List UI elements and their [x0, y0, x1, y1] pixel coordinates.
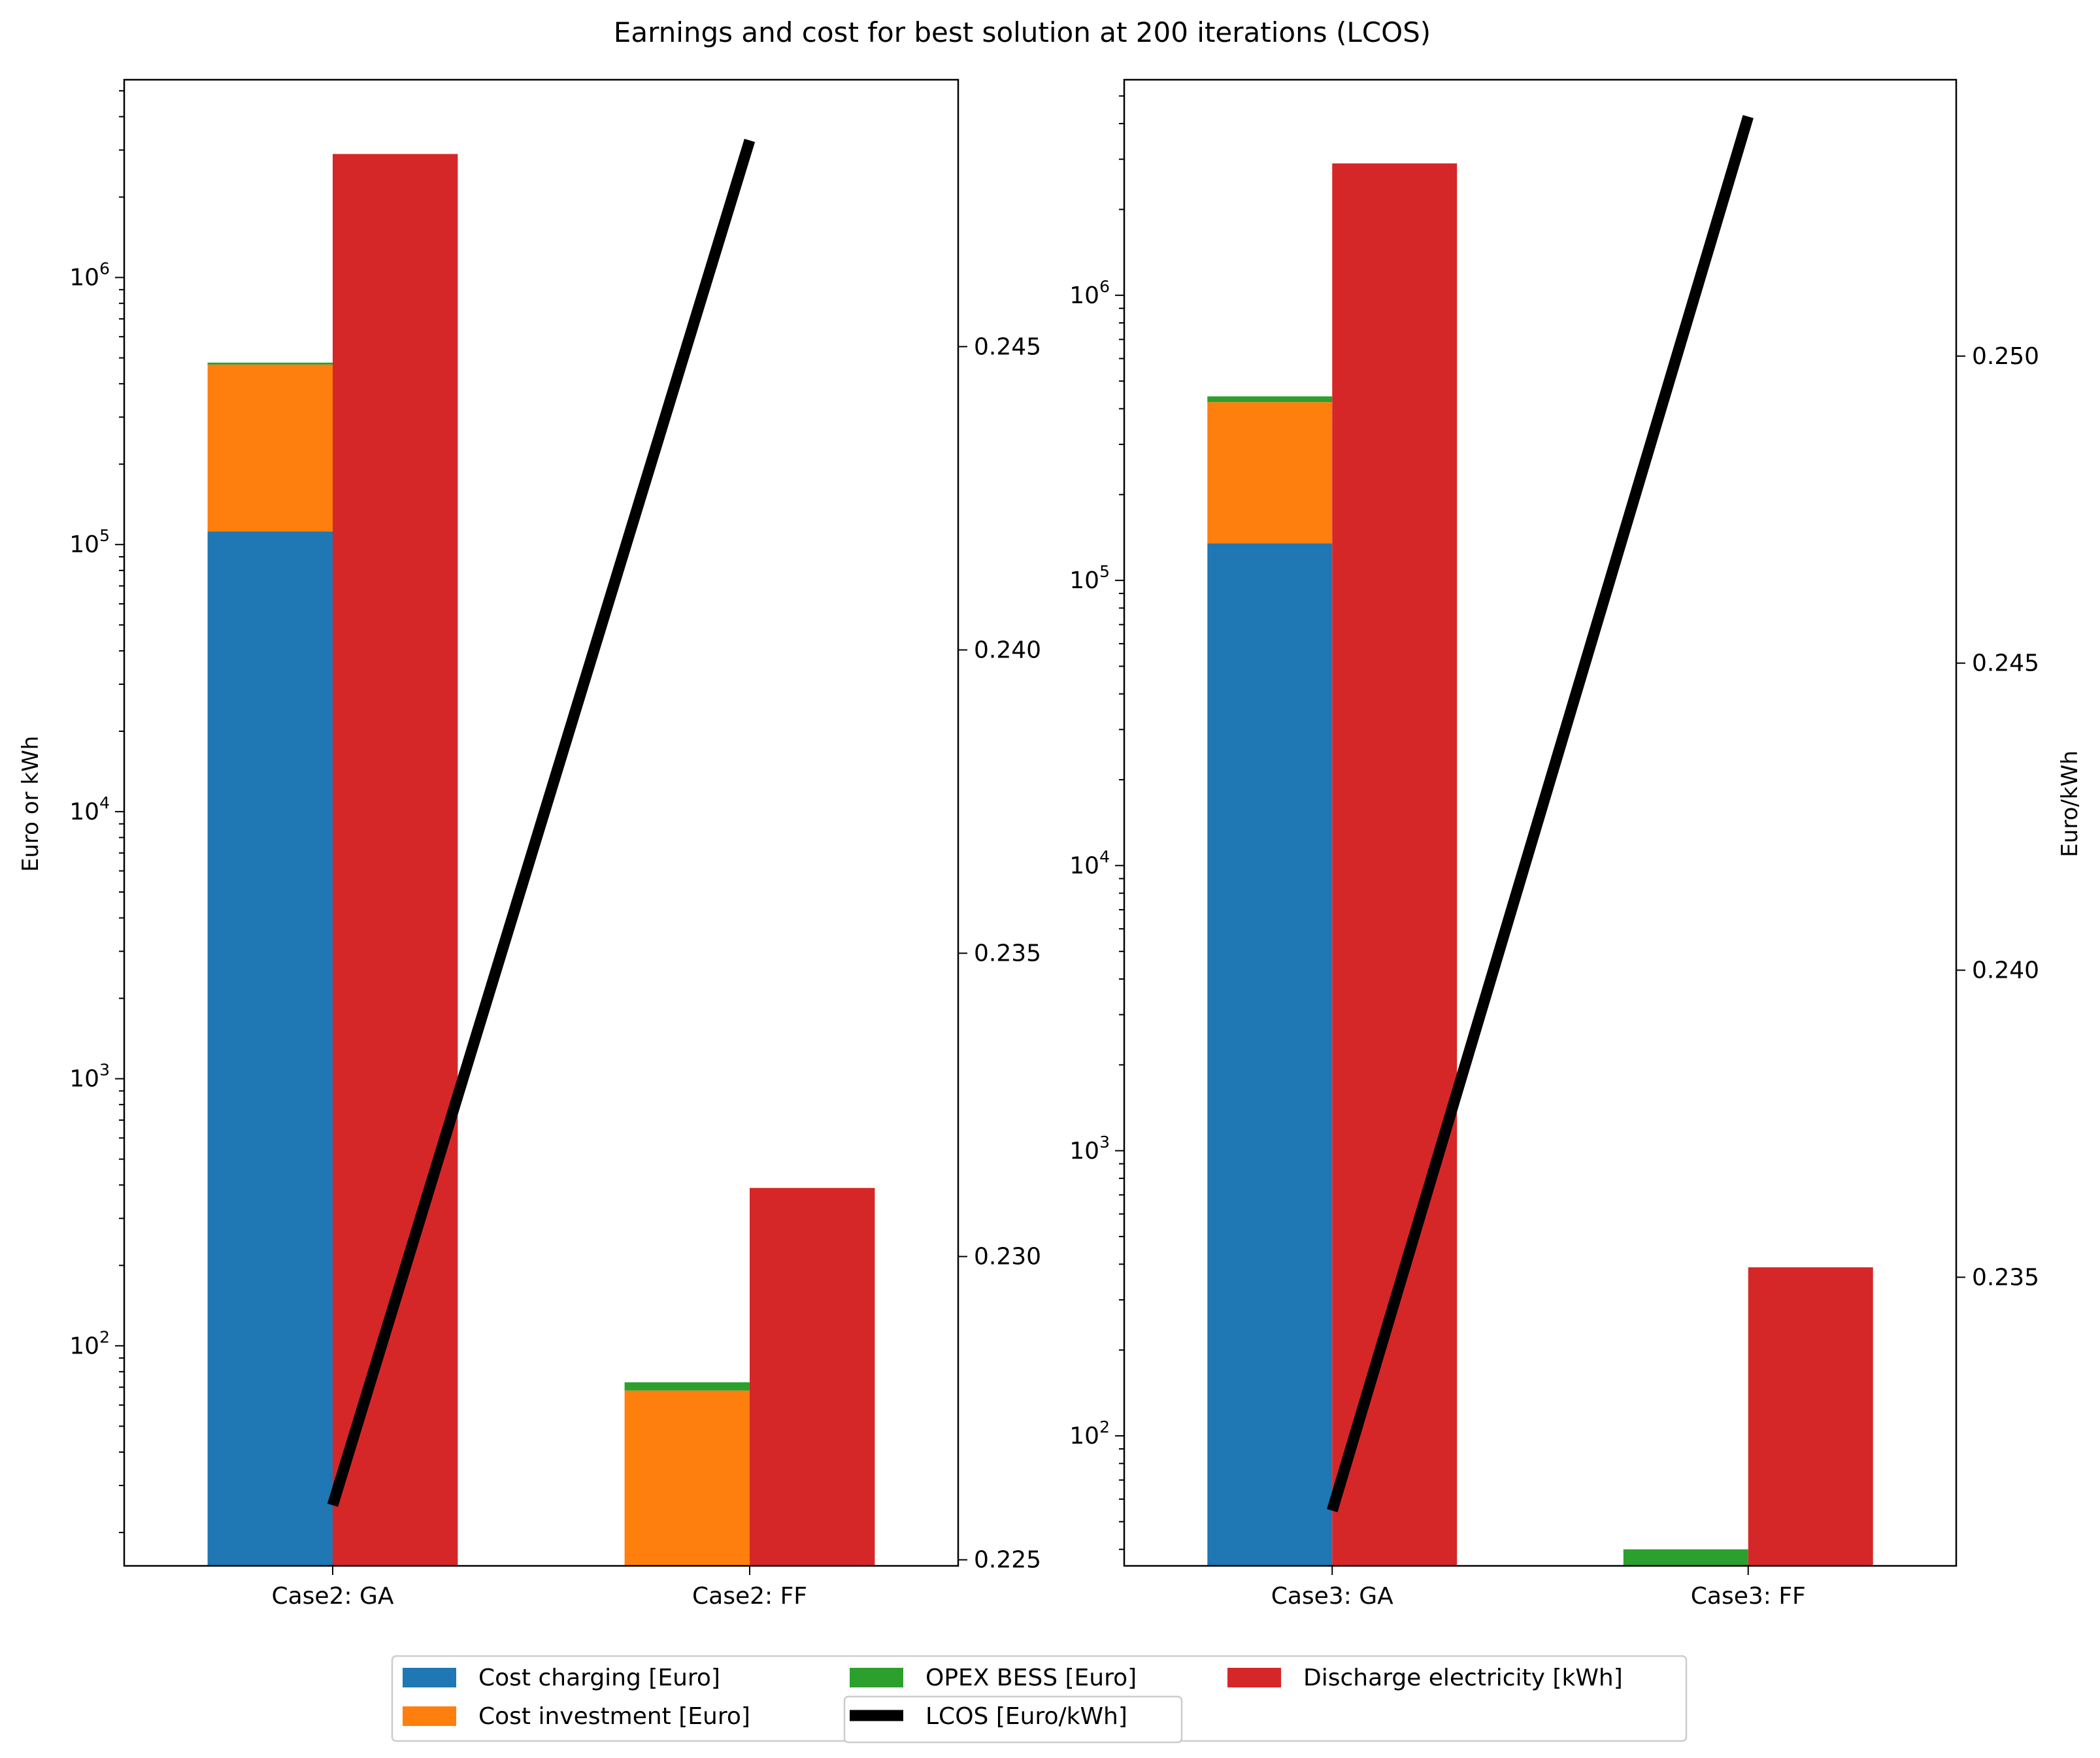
tick-label-exponent: 4	[1099, 847, 1110, 866]
left-y-axis-label: Euro or kWh	[18, 736, 44, 872]
tick-label-exponent: 4	[99, 793, 110, 812]
right-y-axis-label: Euro/kWh	[2057, 750, 2083, 857]
left-tick-label: 106	[69, 259, 110, 291]
legend-swatch-cost-charging-euro	[403, 1668, 456, 1687]
left-tick-label: 104	[69, 793, 110, 825]
right-tick-label: 0.235	[1972, 1264, 2039, 1291]
left-tick-label: 105	[69, 526, 110, 558]
chart-title: Earnings and cost for best solution at 2…	[614, 16, 1431, 48]
bar-discharge-electricity-kwh-case3-ff	[1748, 1267, 1873, 1566]
left-tick-label: 105	[1069, 562, 1110, 594]
left-tick-label: 104	[1069, 847, 1110, 879]
tick-label-exponent: 6	[1099, 277, 1110, 296]
tick-label-base: 10	[1069, 852, 1099, 879]
chart-panel-case3: 1021031041051060.2350.2400.2450.250Case3…	[1069, 78, 2039, 1610]
tick-label-base: 10	[1069, 282, 1099, 309]
chart-legend: Cost charging [Euro] Cost investment [Eur…	[391, 1655, 1688, 1744]
bar-cost-charging-euro-case3-ga	[1207, 543, 1333, 1566]
legend-label-cost-charging-euro: Cost charging [Euro]	[478, 1665, 720, 1691]
left-tick-label: 102	[69, 1327, 110, 1359]
tick-label-exponent: 5	[99, 526, 110, 545]
legend-label-opex-bess-euro: OPEX BESS [Euro]	[925, 1665, 1137, 1691]
tick-label-base: 10	[69, 531, 99, 558]
legend-swatch-opex-bess-euro	[850, 1668, 903, 1687]
left-tick-label: 106	[1069, 277, 1110, 309]
bar-cost-investment-euro-case2-ga	[207, 364, 333, 532]
right-tick-label: 0.245	[1972, 650, 2039, 677]
bar-opex-bess-euro-case3-ga	[1207, 396, 1333, 403]
left-tick-label: 102	[1069, 1418, 1110, 1450]
bar-cost-investment-euro-case3-ga	[1207, 402, 1333, 544]
lcos-line	[327, 139, 756, 1507]
chart-panel-case2: 1021031041051060.2250.2300.2350.2400.245…	[69, 78, 1041, 1610]
plot-frame	[123, 78, 959, 1567]
tick-label-base: 10	[69, 265, 99, 291]
tick-label-exponent: 3	[1099, 1133, 1110, 1152]
legend-label-discharge-electricity-kwh: Discharge electricity [kWh]	[1303, 1665, 1623, 1691]
x-tick-label: Case2: GA	[271, 1583, 393, 1610]
lcos-line	[1327, 114, 1754, 1512]
legend-swatch-discharge-electricity-kwh	[1227, 1668, 1281, 1687]
bar-discharge-electricity-kwh-case2-ga	[333, 154, 458, 1566]
x-tick-label: Case3: GA	[1271, 1583, 1393, 1610]
legend-lcos-box	[843, 1695, 1183, 1744]
right-tick-label: 0.250	[1972, 343, 2039, 370]
x-tick-label: Case3: FF	[1691, 1583, 1806, 1610]
tick-label-exponent: 3	[99, 1061, 110, 1080]
tick-label-base: 10	[69, 1066, 99, 1093]
bar-opex-bess-euro-case2-ff	[624, 1382, 750, 1391]
bar-discharge-electricity-kwh-case3-ga	[1332, 163, 1458, 1567]
tick-label-base: 10	[1069, 1138, 1099, 1165]
bar-opex-bess-euro-case3-ff	[1623, 1549, 1748, 1566]
right-tick-label: 0.245	[974, 333, 1041, 360]
plot-frame	[1123, 78, 1958, 1567]
legend-label-lcos-euro-kwh: LCOS [Euro/kWh]	[925, 1703, 1127, 1730]
right-tick-label: 0.225	[974, 1547, 1041, 1574]
tick-label-base: 10	[69, 1333, 99, 1359]
tick-label-exponent: 5	[1099, 562, 1110, 581]
legend-label-cost-investment-euro: Cost investment [Euro]	[478, 1703, 750, 1730]
tick-label-exponent: 2	[1099, 1418, 1110, 1436]
right-tick-label: 0.230	[974, 1244, 1041, 1270]
legend-swatch-cost-investment-euro	[403, 1706, 456, 1726]
bar-opex-bess-euro-case2-ga	[207, 362, 333, 365]
tick-label-exponent: 2	[99, 1327, 110, 1346]
right-tick-label: 0.240	[974, 637, 1041, 663]
tick-label-exponent: 6	[99, 259, 110, 278]
bar-cost-charging-euro-case2-ga	[207, 531, 333, 1567]
x-tick-label: Case2: FF	[692, 1583, 807, 1610]
right-tick-label: 0.240	[1972, 957, 2039, 984]
bar-discharge-electricity-kwh-case2-ff	[750, 1187, 875, 1566]
left-tick-label: 103	[1069, 1133, 1110, 1165]
left-tick-label: 103	[69, 1061, 110, 1093]
tick-label-base: 10	[1069, 567, 1099, 594]
tick-label-base: 10	[69, 799, 99, 825]
bar-cost-investment-euro-case2-ff	[624, 1390, 750, 1566]
right-tick-label: 0.235	[974, 940, 1041, 967]
tick-label-base: 10	[1069, 1423, 1099, 1450]
